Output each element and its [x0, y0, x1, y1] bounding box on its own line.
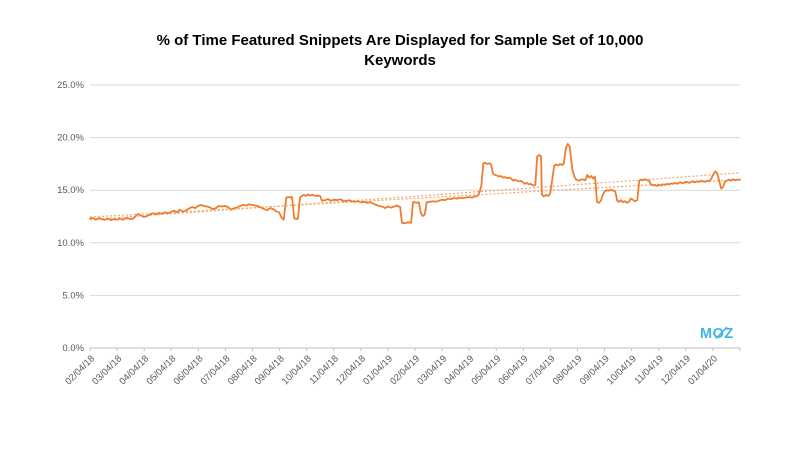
- linear-trendline: [89, 179, 741, 218]
- y-axis-label: 15.0%: [57, 185, 84, 196]
- y-axis-label: 25.0%: [57, 80, 84, 91]
- x-axis-label: 10/04/18: [280, 353, 314, 387]
- x-axis-labels: 02/04/1803/04/1804/04/1805/04/1806/04/18…: [63, 353, 720, 387]
- series-line: [89, 142, 741, 225]
- chart-title: % of Time Featured Snippets Are Displaye…: [0, 31, 800, 71]
- moz-logo-slash-icon: [715, 326, 728, 340]
- chart-title-line-2: Keywords: [364, 52, 436, 69]
- y-axis-label: 10.0%: [57, 238, 84, 249]
- y-axis-label: 0.0%: [62, 343, 84, 354]
- gridlines: [90, 84, 740, 296]
- y-axis-label: 20.0%: [57, 133, 84, 144]
- secondary-trendline: [89, 172, 741, 221]
- x-axis-label: 10/04/19: [605, 353, 639, 387]
- x-axis-label: 01/04/20: [686, 353, 720, 387]
- x-axis: [89, 347, 741, 351]
- y-axis-label: 5.0%: [62, 290, 84, 301]
- y-axis-labels: 0.0% 5.0% 10.0% 15.0% 20.0% 25.0%: [57, 80, 84, 354]
- moz-logo: MOZ: [700, 326, 734, 342]
- chart-title-line-1: % of Time Featured Snippets Are Displaye…: [156, 32, 644, 49]
- moz-logo-text: MOZ: [700, 326, 734, 342]
